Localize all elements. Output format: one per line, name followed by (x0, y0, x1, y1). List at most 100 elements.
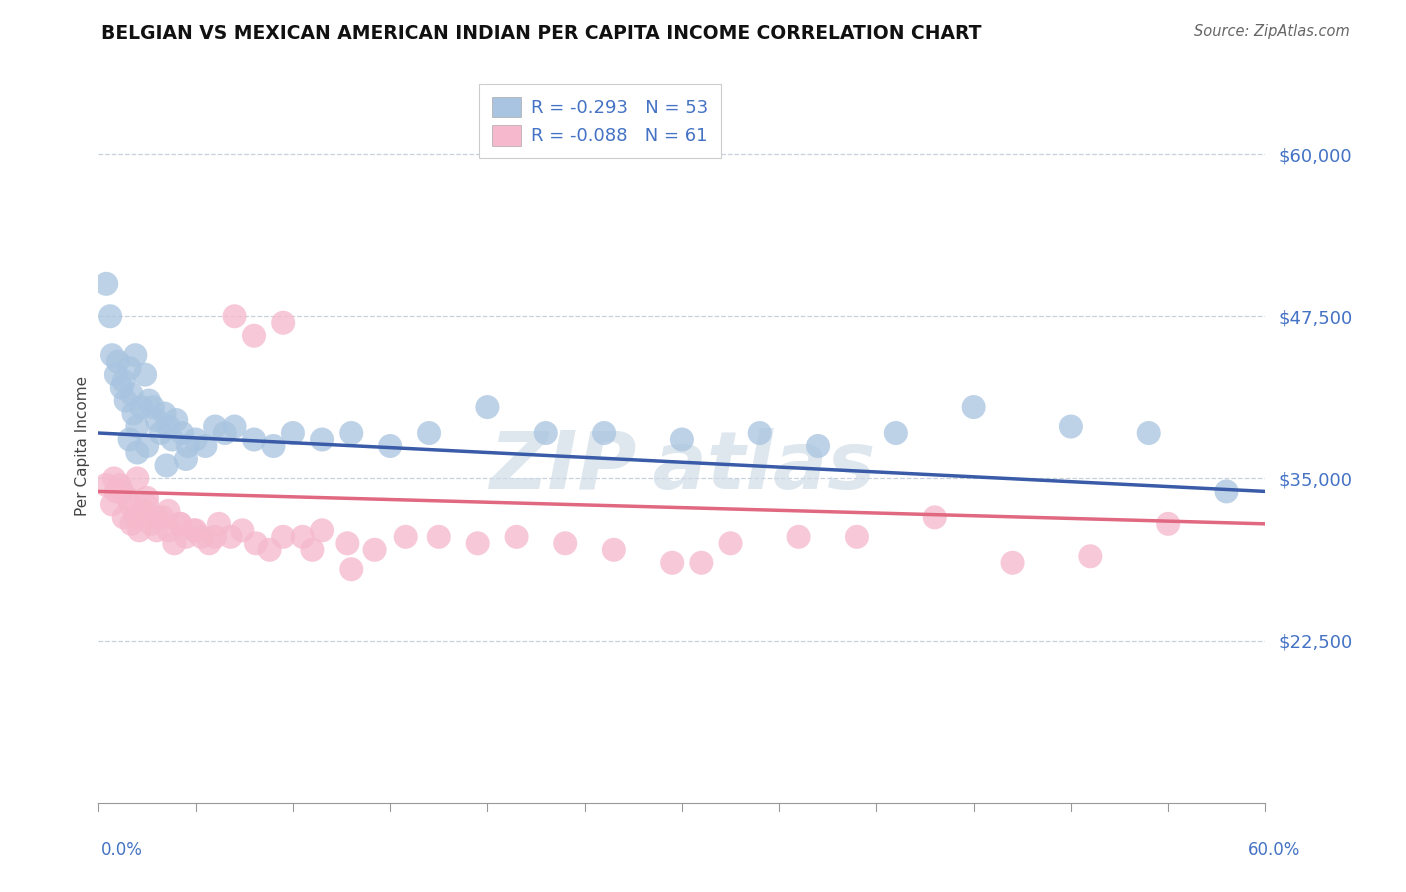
Point (134, 368, 156, 382)
Point (807, 439, 830, 453)
Point (505, 530, 527, 544)
Point (671, 433, 693, 447)
Point (101, 497, 124, 511)
Point (169, 516, 191, 531)
Point (177, 439, 200, 453)
Point (184, 433, 207, 447)
Text: BELGIAN VS MEXICAN AMERICAN INDIAN PER CAPITA INCOME CORRELATION CHART: BELGIAN VS MEXICAN AMERICAN INDIAN PER C… (101, 24, 981, 43)
Point (477, 400, 499, 414)
Point (96, 277, 118, 291)
Point (174, 452, 197, 467)
Point (340, 562, 363, 576)
Point (107, 354, 129, 368)
Point (1215, 484, 1237, 499)
Point (98, 310, 121, 324)
Point (418, 425, 440, 440)
Point (243, 328, 266, 343)
Point (163, 536, 186, 550)
Point (153, 407, 176, 421)
Point (117, 491, 139, 505)
Point (214, 425, 236, 440)
Point (340, 425, 363, 440)
Point (124, 348, 146, 362)
Point (271, 530, 294, 544)
Point (104, 484, 127, 499)
Point (224, 419, 246, 434)
Point (96, 478, 118, 492)
Point (962, 400, 984, 414)
Point (146, 510, 169, 524)
Point (170, 425, 193, 440)
Point (224, 310, 246, 324)
Point (138, 393, 160, 408)
Point (104, 368, 127, 382)
Point (467, 536, 489, 550)
Point (157, 419, 180, 434)
Point (103, 471, 125, 485)
Point (121, 387, 143, 401)
Point (534, 425, 557, 440)
Point (174, 530, 197, 544)
Point (169, 516, 191, 531)
Point (690, 556, 713, 570)
Point (1137, 425, 1160, 440)
Point (124, 510, 146, 524)
Legend: R = -0.293   N = 53, R = -0.088   N = 61: R = -0.293 N = 53, R = -0.088 N = 61 (479, 84, 721, 158)
Point (184, 524, 207, 538)
Point (219, 530, 242, 544)
Point (111, 484, 134, 499)
Point (924, 510, 946, 524)
Point (155, 458, 177, 473)
Point (118, 433, 141, 447)
Point (198, 536, 221, 550)
Point (243, 433, 266, 447)
Point (132, 504, 155, 518)
Point (146, 524, 169, 538)
Point (884, 425, 907, 440)
Point (183, 524, 205, 538)
Point (336, 536, 359, 550)
Point (846, 530, 869, 544)
Point (136, 491, 159, 505)
Point (271, 316, 294, 330)
Point (281, 425, 304, 440)
Point (136, 497, 159, 511)
Point (427, 530, 450, 544)
Point (146, 413, 169, 427)
Point (108, 478, 131, 492)
Point (363, 542, 385, 557)
Point (1080, 549, 1102, 564)
Point (1157, 516, 1180, 531)
Point (720, 536, 742, 550)
Point (142, 400, 165, 414)
Point (121, 516, 143, 531)
Point (380, 439, 402, 453)
Point (165, 413, 187, 427)
Point (162, 433, 184, 447)
Point (149, 425, 172, 440)
Point (748, 425, 770, 440)
Point (118, 497, 141, 511)
Point (1001, 556, 1024, 570)
Point (129, 400, 152, 414)
Point (259, 542, 281, 557)
Point (157, 524, 180, 538)
Point (311, 433, 333, 447)
Point (111, 381, 134, 395)
Point (245, 536, 267, 550)
Point (395, 530, 418, 544)
Point (554, 536, 576, 550)
Point (603, 542, 626, 557)
Point (127, 471, 149, 485)
Point (291, 530, 314, 544)
Point (157, 504, 180, 518)
Point (139, 516, 162, 531)
Point (114, 393, 136, 408)
Point (231, 524, 253, 538)
Text: ZIP atlas: ZIP atlas (489, 428, 875, 507)
Text: Source: ZipAtlas.com: Source: ZipAtlas.com (1194, 24, 1350, 39)
Point (118, 361, 141, 376)
Point (593, 425, 616, 440)
Point (194, 439, 217, 453)
Point (190, 530, 212, 544)
